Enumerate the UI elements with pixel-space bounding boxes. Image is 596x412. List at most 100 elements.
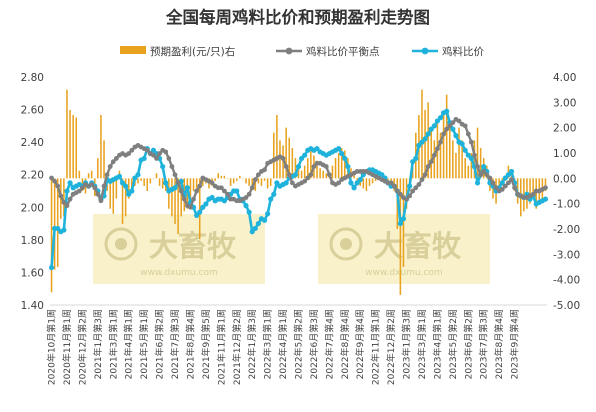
y-left-tick-label: 2.40 xyxy=(21,137,44,149)
y-left-tick-label: 1.80 xyxy=(21,235,44,247)
series-point xyxy=(104,172,110,178)
lines xyxy=(48,108,549,271)
series-point xyxy=(400,216,407,222)
profit-bar xyxy=(143,178,145,186)
series-point xyxy=(413,185,419,191)
series-point xyxy=(302,178,308,184)
y-right-tick-label: 3.00 xyxy=(553,97,576,109)
legend-label: 鸡料比价 xyxy=(442,45,484,58)
x-tick-label: 2020年11月第1周 xyxy=(61,309,73,385)
series-point xyxy=(542,196,549,202)
watermark-text: 大畜牧 xyxy=(374,229,462,263)
profit-bar xyxy=(195,178,198,189)
x-tick-label: 2021年9月第5周 xyxy=(200,309,212,379)
profit-bar xyxy=(180,178,182,217)
series-point xyxy=(194,188,200,194)
x-tick-label: 2021年1月第3周 xyxy=(92,309,104,379)
x-tick-label: 2023年3月第1周 xyxy=(416,309,428,379)
series-point xyxy=(289,180,295,186)
series-point xyxy=(397,191,403,197)
series-point xyxy=(419,177,425,183)
profit-bar xyxy=(421,89,423,179)
profit-bar xyxy=(532,178,534,199)
profit-bar xyxy=(66,89,68,179)
profit-bar xyxy=(362,178,365,189)
profit-bar xyxy=(158,178,161,186)
series-point xyxy=(530,191,536,197)
profit-bar xyxy=(279,140,281,179)
profit-bar xyxy=(498,178,500,191)
profit-bar xyxy=(334,158,337,179)
profit-bar xyxy=(56,178,59,267)
profit-bar xyxy=(337,153,340,179)
series-point xyxy=(465,131,471,137)
series-point xyxy=(286,172,292,178)
profit-bar xyxy=(322,170,324,179)
series-point xyxy=(188,204,193,210)
profit-bar xyxy=(239,175,241,179)
x-tick-label: 2022年12月第2周 xyxy=(385,309,397,385)
profit-bar xyxy=(137,178,139,184)
x-tick-label: 2023年8月第4周 xyxy=(493,309,505,379)
series-point xyxy=(157,151,162,156)
x-tick-label: 2021年6月第2周 xyxy=(154,309,166,379)
axes: 1.40 1.60 1.80 2.00 2.20 2.40 2.60 2.80 4.00 3.00… xyxy=(21,72,581,385)
profit-bar xyxy=(306,158,309,179)
profit-bar xyxy=(112,178,115,214)
y-right-tick-label: 0.00 xyxy=(553,173,576,185)
watermark-text: 大畜牧 xyxy=(149,229,237,263)
series-balance-point xyxy=(49,116,548,210)
profit-bar xyxy=(455,153,457,179)
series-point xyxy=(509,177,514,183)
profit-bar xyxy=(368,178,371,186)
profit-bar xyxy=(365,178,368,191)
watermark-logo-icon xyxy=(104,227,138,261)
series-point xyxy=(543,185,548,191)
series-point xyxy=(116,173,123,179)
series-point xyxy=(67,196,73,202)
series-point xyxy=(428,159,434,165)
y-right-tick-label: -4.00 xyxy=(553,275,580,287)
profit-bar xyxy=(232,178,235,184)
series-point xyxy=(132,175,138,181)
series-point xyxy=(339,150,345,157)
profit-bar xyxy=(229,178,232,186)
y-right-tick-label: -1.00 xyxy=(553,199,580,211)
profit-bar xyxy=(445,94,448,179)
y-right-tick-label: -3.00 xyxy=(553,249,580,261)
y-left-tick-label: 2.60 xyxy=(21,105,44,117)
series-point xyxy=(474,180,481,186)
series-point xyxy=(508,168,515,175)
profit-bar xyxy=(544,178,547,191)
legend-swatch xyxy=(120,46,146,54)
profit-bar xyxy=(251,178,253,189)
series-point xyxy=(52,178,58,184)
series-point xyxy=(394,188,400,194)
chart-title: 全国每周鸡料比价和预期盈利走势图 xyxy=(165,7,430,27)
series-point xyxy=(160,163,166,170)
profit-bar xyxy=(257,178,260,184)
series-point xyxy=(67,180,73,186)
series-point xyxy=(462,123,468,129)
series-point xyxy=(163,149,169,155)
series-point xyxy=(150,147,157,153)
x-tick-label: 2023年5月第2周 xyxy=(447,309,459,379)
series-point xyxy=(262,167,267,173)
series-point xyxy=(252,225,258,232)
series-point xyxy=(308,172,314,178)
series-point xyxy=(425,131,431,137)
watermark-url: www.dxumu.com xyxy=(365,268,442,278)
x-tick-label: 2021年8月第4周 xyxy=(184,309,196,379)
profit-bar xyxy=(316,160,318,179)
series-point xyxy=(505,172,512,178)
series-point xyxy=(431,152,437,158)
series-point xyxy=(311,164,317,169)
series-point xyxy=(422,172,428,178)
series-point xyxy=(55,183,61,189)
series-point xyxy=(119,180,126,186)
profit-bar xyxy=(300,170,303,179)
y-right-tick-label: 4.00 xyxy=(553,72,576,84)
profit-bar xyxy=(161,178,164,189)
profit-bar xyxy=(189,178,192,199)
